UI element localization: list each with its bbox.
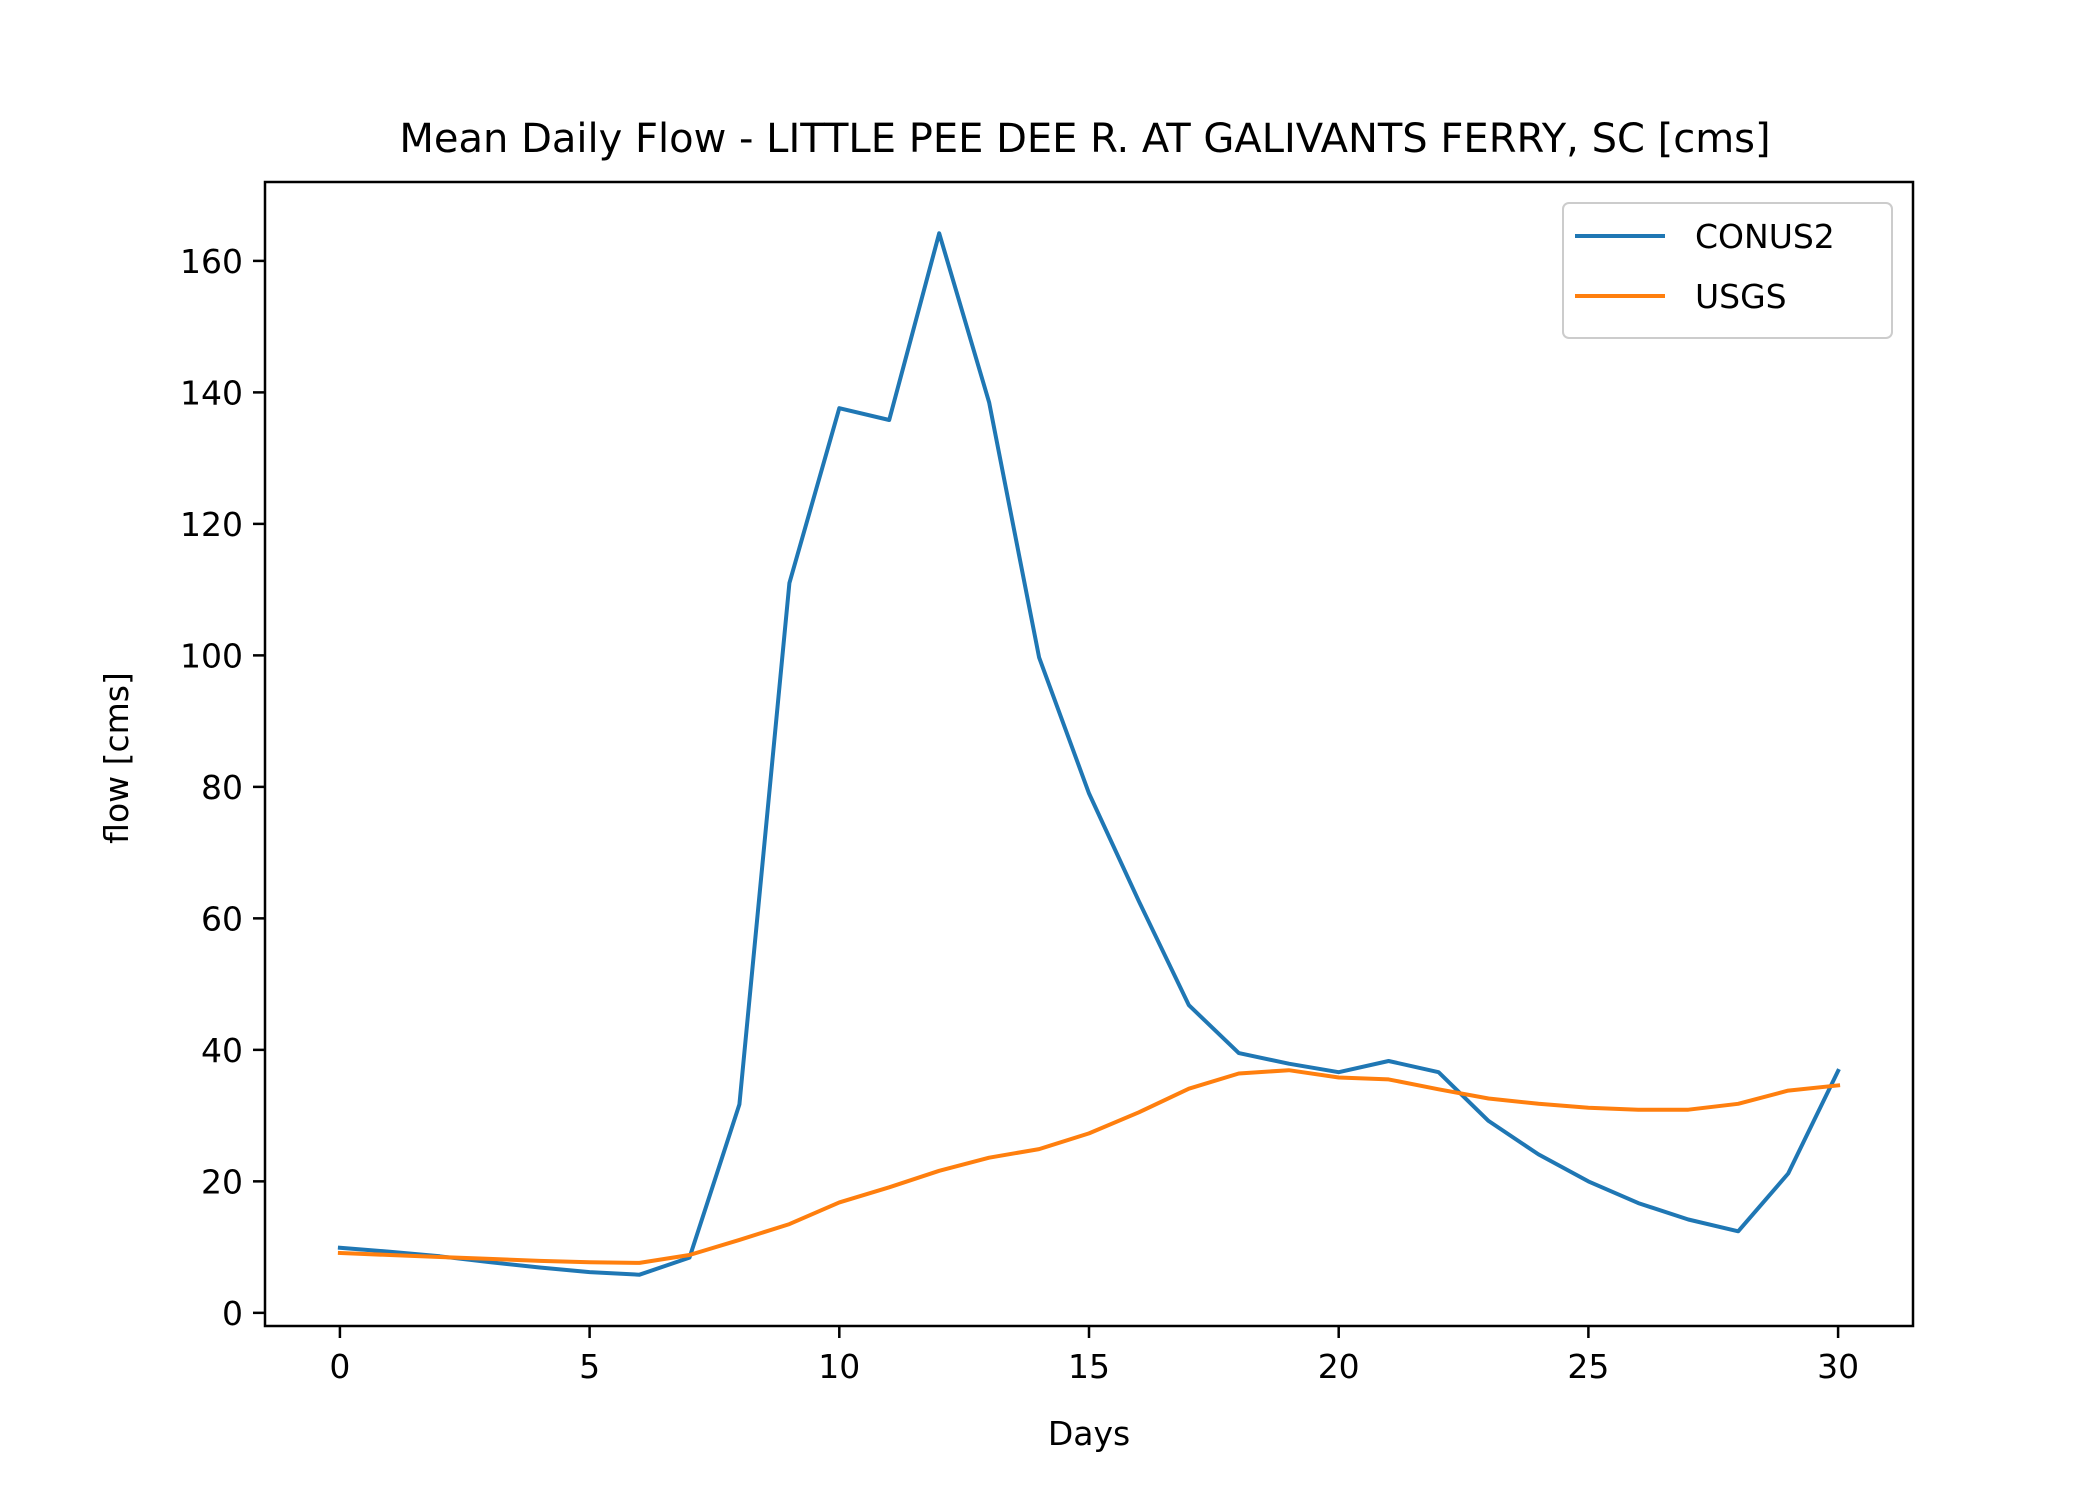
plot-frame <box>263 180 1915 1328</box>
y-tick-label: 160 <box>180 242 243 281</box>
x-tick-label: 5 <box>579 1347 600 1386</box>
x-tick-label: 20 <box>1318 1347 1360 1386</box>
series-line-usgs <box>337 1068 1841 1265</box>
legend-label-conus2: CONUS2 <box>1695 217 1835 256</box>
x-tick-label: 25 <box>1567 1347 1609 1386</box>
x-tick-label: 15 <box>1068 1347 1110 1386</box>
chart-title: Mean Daily Flow - LITTLE PEE DEE R. AT G… <box>399 116 1770 162</box>
x-tick-label: 10 <box>818 1347 860 1386</box>
y-axis-label: flow [cms] <box>97 672 136 844</box>
x-axis-label: Days <box>1048 1414 1130 1453</box>
y-tick-label: 0 <box>222 1294 243 1333</box>
y-tick-label: 140 <box>180 373 243 412</box>
y-axis: 0 20 40 60 80 100 120 140 160 <box>180 242 265 1333</box>
y-tick-label: 20 <box>201 1162 243 1201</box>
y-tick-label: 120 <box>180 505 243 544</box>
x-tick-label: 0 <box>329 1347 350 1386</box>
plot-lines <box>337 231 1841 1277</box>
y-tick-label: 40 <box>201 1031 243 1070</box>
y-tick-label: 60 <box>201 899 243 938</box>
x-tick-label: 30 <box>1817 1347 1859 1386</box>
y-tick-label: 80 <box>201 768 243 807</box>
y-tick-label: 100 <box>180 636 243 675</box>
x-axis: 0 5 10 15 20 25 30 <box>329 1326 1859 1386</box>
legend-label-usgs: USGS <box>1695 277 1787 316</box>
legend: CONUS2 USGS <box>1562 202 1893 339</box>
series-line-conus2 <box>337 231 1841 1277</box>
